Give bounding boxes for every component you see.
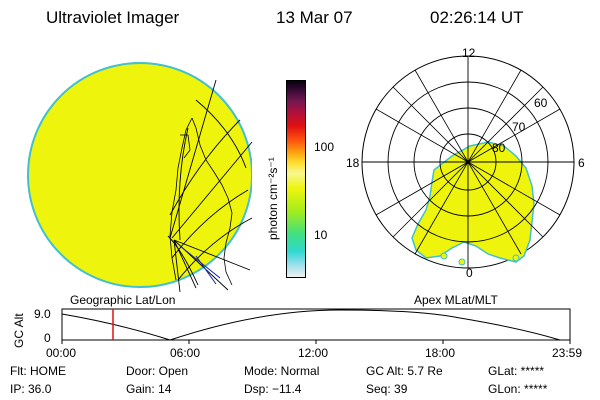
glat-status: GLat: ***** bbox=[488, 364, 545, 378]
time-tick-0600: 06:00 bbox=[170, 346, 201, 360]
mlat-70-label: 70 bbox=[512, 120, 526, 134]
instrument-title: Ultraviolet Imager bbox=[46, 8, 180, 27]
mlt-18-label: 18 bbox=[346, 156, 360, 170]
altitude-plot bbox=[61, 308, 571, 344]
time-tick-0000: 00:00 bbox=[46, 346, 77, 360]
mlt-0-label: 0 bbox=[466, 266, 473, 280]
aurora-oval bbox=[411, 141, 535, 263]
mlat-80-label: 80 bbox=[492, 141, 506, 155]
mode-status: Mode: Normal bbox=[244, 364, 320, 378]
colorbar-tick-10: 10 bbox=[314, 228, 328, 242]
ip-status: IP: 36.0 bbox=[10, 382, 52, 396]
geo-panel-label: Geographic Lat/Lon bbox=[70, 293, 176, 307]
mlat-60-label: 60 bbox=[534, 96, 548, 110]
coastline bbox=[169, 117, 233, 286]
seq-status: Seq: 39 bbox=[366, 382, 408, 396]
altitude-curve bbox=[61, 309, 561, 341]
polar-panel-label: Apex MLat/MLT bbox=[414, 293, 498, 307]
altitude-ylabel: GC Alt bbox=[12, 313, 26, 348]
time-label: 02:26:14 UT bbox=[430, 8, 524, 27]
polar-plot bbox=[361, 55, 575, 269]
gain-status: Gain: 14 bbox=[126, 382, 172, 396]
date-label: 13 Mar 07 bbox=[276, 8, 353, 27]
colorbar-units-label: photon cm⁻²s⁻¹ bbox=[266, 157, 280, 240]
time-tick-1200: 12:00 bbox=[298, 346, 329, 360]
mlt-6-label: 6 bbox=[578, 156, 585, 170]
time-tick-1800: 18:00 bbox=[425, 346, 456, 360]
geo-grid bbox=[167, 79, 253, 293]
dsp-status: Dsp: −11.4 bbox=[244, 382, 302, 396]
time-tick-2359: 23:59 bbox=[552, 346, 583, 360]
mlt-12-label: 12 bbox=[462, 46, 476, 60]
altitude-ymin: 0 bbox=[44, 331, 51, 345]
flt-status: Flt: HOME bbox=[10, 364, 66, 378]
door-status: Door: Open bbox=[126, 364, 189, 378]
geo-disk bbox=[27, 60, 282, 300]
gc-alt-status: GC Alt: 5.7 Re bbox=[366, 364, 443, 378]
altitude-ymax: 9.0 bbox=[34, 307, 51, 321]
glon-status: GLon: ***** bbox=[488, 382, 548, 396]
terminator-lines bbox=[179, 245, 221, 285]
colorbar bbox=[286, 80, 306, 278]
colorbar-tick-100: 100 bbox=[314, 140, 335, 154]
